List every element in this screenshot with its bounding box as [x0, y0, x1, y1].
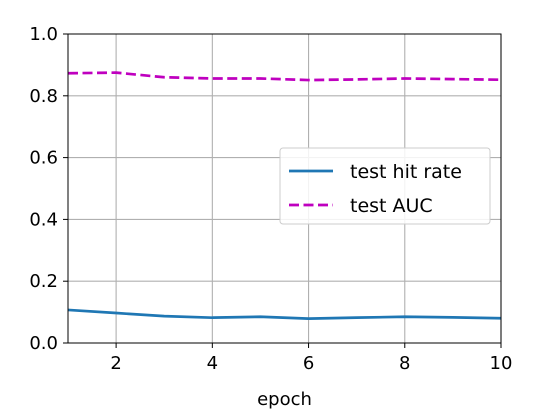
series-lines — [67, 71, 502, 320]
test-hit-rate-line — [67, 308, 502, 320]
y-tick-label: 1.0 — [29, 24, 58, 45]
y-axis-ticks: 0.0 0.2 0.4 0.6 0.8 1.0 — [29, 24, 68, 354]
y-tick-label: 0.4 — [29, 209, 58, 230]
legend: test hit rate test AUC — [279, 147, 491, 225]
x-axis-title: epoch — [257, 389, 312, 410]
x-tick-label: 2 — [110, 353, 121, 374]
y-tick-label: 0.2 — [29, 271, 58, 292]
legend-label: test AUC — [350, 195, 433, 217]
plot-frame — [67, 33, 502, 344]
legend-label: test hit rate — [350, 161, 462, 183]
x-tick-label: 4 — [207, 353, 218, 374]
x-axis-ticks: 2 4 6 8 10 — [110, 343, 512, 374]
y-tick-label: 0.6 — [29, 148, 58, 169]
y-tick-label: 0.0 — [29, 333, 58, 354]
x-tick-label: 8 — [399, 353, 410, 374]
test-auc-line — [67, 71, 502, 82]
y-tick-label: 0.8 — [29, 86, 58, 107]
x-tick-label: 10 — [490, 353, 513, 374]
x-tick-label: 6 — [303, 353, 314, 374]
